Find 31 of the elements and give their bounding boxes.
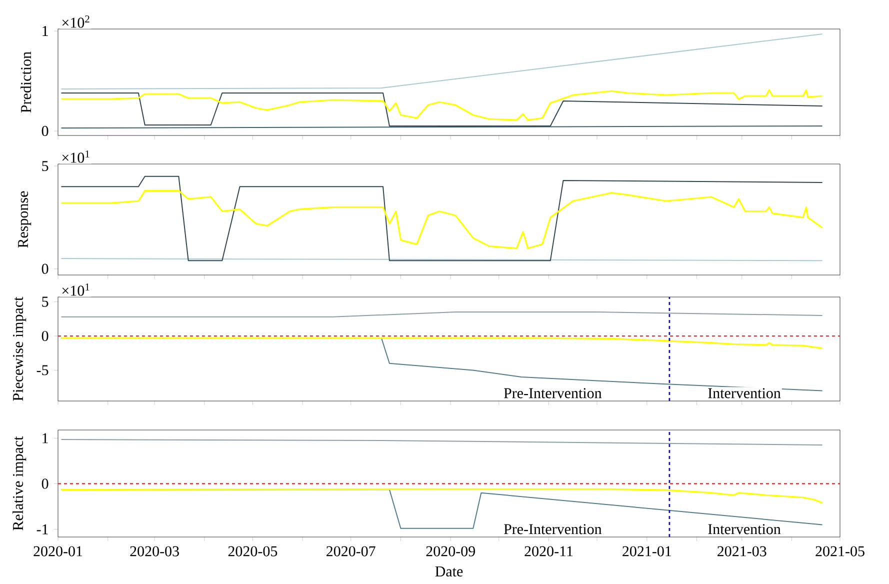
y-axis-title: Prediction xyxy=(20,52,32,113)
y-tick-label: 1 xyxy=(42,26,48,36)
x-tick-label: 2020-01 xyxy=(34,546,82,556)
y-tick-label: 0 xyxy=(42,478,48,489)
annotation: Intervention xyxy=(708,388,781,398)
x-tick-label: 2020-03 xyxy=(130,546,179,556)
y-axis-title: Piecewise impact xyxy=(12,296,26,401)
y-tick-label: 5 xyxy=(42,296,48,307)
y-axis-title: Relative impact xyxy=(12,436,26,530)
x-tick-label: 2020-09 xyxy=(426,546,475,556)
y-tick-label: 0 xyxy=(42,330,48,342)
text: ×10$^{1}$ xyxy=(62,283,90,296)
y-tick-label: -1 xyxy=(36,524,48,534)
x-tick-label: 2020-11 xyxy=(524,546,573,556)
y-tick-label: 5 xyxy=(42,161,48,172)
annotation: Pre-Intervention xyxy=(504,524,602,534)
annotation: Intervention xyxy=(708,524,781,534)
annotation: Pre-Intervention xyxy=(504,388,602,398)
x-tick-label: 2020-07 xyxy=(326,546,376,556)
y-tick-label: -5 xyxy=(36,365,48,376)
x-tick-label: 2021-05 xyxy=(816,546,864,556)
text: ×10$^{2}$ xyxy=(62,15,90,28)
x-tick-label: 2021-03 xyxy=(718,546,766,556)
y-tick-label: 0 xyxy=(42,126,48,136)
y-axis-title: Response xyxy=(18,191,32,248)
y-tick-label: 0 xyxy=(42,264,48,274)
x-axis-title: Date xyxy=(435,566,463,576)
text: ×10$^{1}$ xyxy=(62,150,90,163)
x-tick-label: 2020-05 xyxy=(228,546,278,556)
y-tick-label: 1 xyxy=(42,433,48,444)
x-tick-label: 2021-01 xyxy=(622,546,672,556)
